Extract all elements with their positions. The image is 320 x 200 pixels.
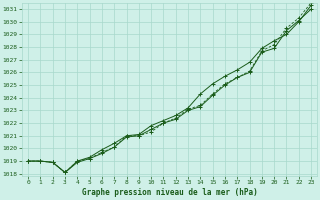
X-axis label: Graphe pression niveau de la mer (hPa): Graphe pression niveau de la mer (hPa) [82,188,258,197]
